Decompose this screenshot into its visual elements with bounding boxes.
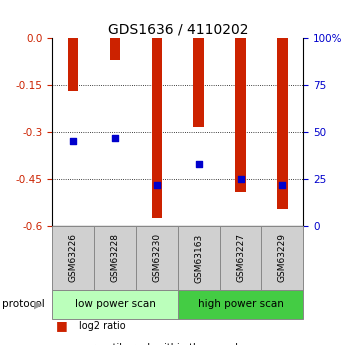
Bar bbox=[235, 38, 246, 191]
Bar bbox=[193, 38, 204, 127]
Text: low power scan: low power scan bbox=[75, 299, 156, 309]
Bar bbox=[110, 38, 120, 60]
Point bbox=[70, 139, 76, 144]
Text: GSM63229: GSM63229 bbox=[278, 233, 287, 283]
Text: ■: ■ bbox=[56, 342, 68, 345]
Bar bbox=[152, 38, 162, 218]
Text: percentile rank within the sample: percentile rank within the sample bbox=[79, 344, 244, 345]
Text: log2 ratio: log2 ratio bbox=[79, 321, 126, 331]
Point bbox=[279, 182, 285, 187]
Point bbox=[196, 161, 201, 167]
FancyBboxPatch shape bbox=[52, 290, 178, 319]
FancyBboxPatch shape bbox=[178, 290, 303, 319]
Text: ▶: ▶ bbox=[34, 299, 42, 309]
FancyBboxPatch shape bbox=[52, 226, 94, 290]
Text: protocol: protocol bbox=[2, 299, 44, 309]
FancyBboxPatch shape bbox=[219, 226, 261, 290]
Text: GSM63230: GSM63230 bbox=[152, 233, 161, 283]
Text: GSM63228: GSM63228 bbox=[110, 233, 119, 283]
Point bbox=[238, 176, 243, 182]
Bar bbox=[68, 38, 78, 91]
Text: GSM63163: GSM63163 bbox=[194, 233, 203, 283]
Text: ■: ■ bbox=[56, 319, 68, 333]
Text: GSM63226: GSM63226 bbox=[69, 233, 78, 283]
FancyBboxPatch shape bbox=[136, 226, 178, 290]
FancyBboxPatch shape bbox=[261, 226, 303, 290]
Title: GDS1636 / 4110202: GDS1636 / 4110202 bbox=[108, 23, 248, 37]
FancyBboxPatch shape bbox=[178, 226, 219, 290]
FancyBboxPatch shape bbox=[94, 226, 136, 290]
Point bbox=[112, 135, 118, 140]
Point bbox=[154, 182, 160, 187]
Text: high power scan: high power scan bbox=[197, 299, 283, 309]
Text: GSM63227: GSM63227 bbox=[236, 233, 245, 283]
Bar bbox=[277, 38, 288, 209]
